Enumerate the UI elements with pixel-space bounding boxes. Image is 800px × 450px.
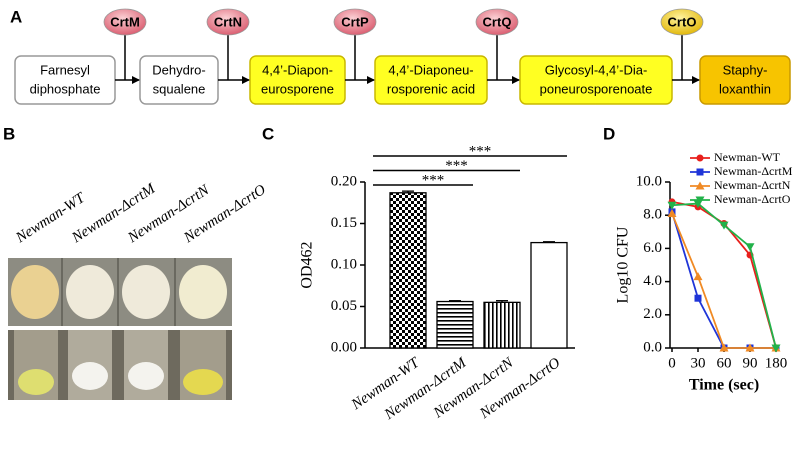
- node-label: Glycosyl-4,4’-Dia-: [545, 62, 648, 77]
- enzyme-label: CrtN: [214, 14, 242, 29]
- data-point: [693, 272, 703, 281]
- data-point: [694, 294, 702, 302]
- x-tick-label: 30: [691, 355, 706, 371]
- node-label: eurosporene: [261, 81, 334, 96]
- panel-label: C: [262, 124, 274, 143]
- x-tick-label: 180: [765, 355, 788, 371]
- y-tick-label: 0.00: [331, 339, 357, 355]
- data-point: [745, 343, 755, 352]
- enzyme-label: CrtO: [668, 14, 697, 29]
- node-label: diphosphate: [30, 81, 101, 96]
- legend-label: Newman-WT: [714, 150, 781, 164]
- legend-label: Newman-ΔcrtN: [714, 178, 791, 192]
- node-label: Dehydro-: [152, 62, 205, 77]
- y-tick-label: 2.0: [643, 306, 662, 322]
- y-axis-label: OD462: [299, 241, 316, 288]
- x-tick-label: 60: [717, 355, 732, 371]
- x-tick-label: 90: [743, 355, 758, 371]
- enzyme-label: CrtM: [110, 14, 140, 29]
- data-point: [667, 201, 677, 210]
- legend-label: Newman-ΔcrtO: [714, 192, 791, 206]
- y-tick-label: 0.15: [331, 215, 357, 231]
- node-label: loxanthin: [719, 81, 771, 96]
- photo-plates: [8, 258, 232, 400]
- node-label: rosporenic acid: [387, 81, 475, 96]
- bar: [483, 301, 521, 349]
- legend-marker: [695, 196, 705, 205]
- panel-label: A: [10, 7, 22, 26]
- significance-label: ***: [445, 158, 468, 174]
- x-tick-label: Newman-ΔcrtO: [476, 355, 563, 423]
- node-label: 4,4’-Diapon-: [262, 62, 333, 77]
- enzyme-label: CrtQ: [483, 14, 512, 29]
- legend-label: Newman-ΔcrtM: [714, 164, 793, 178]
- legend-marker: [696, 168, 704, 176]
- y-tick-label: 0.05: [331, 298, 357, 314]
- x-tick-label: Newman-ΔcrtM: [381, 354, 470, 423]
- node-label: Staphy-: [723, 62, 768, 77]
- bar: [389, 192, 427, 349]
- node-label: squalene: [153, 81, 206, 96]
- series-line: [671, 213, 776, 349]
- y-tick-label: 0.0: [643, 339, 662, 355]
- panel-label: B: [3, 124, 15, 143]
- pellet: [128, 362, 164, 390]
- data-point: [771, 344, 781, 353]
- legend-marker: [695, 181, 705, 190]
- pellet: [183, 369, 223, 395]
- enzyme-label: CrtP: [341, 14, 369, 29]
- y-tick-label: 8.0: [643, 207, 662, 223]
- data-point: [667, 209, 677, 218]
- pathway-node: [699, 55, 791, 105]
- colony: [179, 265, 227, 319]
- enzyme-oval: [206, 8, 250, 36]
- node-label: 4,4’-Diaponeu-: [388, 62, 473, 77]
- enzyme-oval: [103, 8, 147, 36]
- y-tick-label: 6.0: [643, 240, 662, 256]
- enzyme-oval: [660, 8, 704, 36]
- x-tick-label: Newman-ΔcrtN: [430, 354, 517, 422]
- bar: [436, 300, 474, 349]
- colony: [66, 265, 114, 319]
- pellet: [18, 369, 54, 395]
- node-label: poneurosporenoate: [540, 81, 653, 96]
- y-axis-label: Log10 CFU: [615, 226, 632, 303]
- y-tick-label: 0.10: [331, 256, 357, 272]
- enzyme-oval: [333, 8, 377, 36]
- significance-label: ***: [469, 143, 492, 159]
- data-point: [719, 221, 729, 230]
- x-axis-label: Time (sec): [689, 377, 759, 394]
- pellet: [72, 362, 108, 390]
- bar: [530, 241, 568, 349]
- x-tick-label: 0: [668, 355, 676, 371]
- node-label: Farnesyl: [40, 62, 90, 77]
- series-line: [671, 211, 776, 349]
- y-tick-label: 10.0: [636, 173, 662, 189]
- colony: [122, 265, 170, 319]
- colony: [11, 265, 59, 319]
- y-tick-label: 4.0: [643, 273, 662, 289]
- data-point: [719, 343, 729, 352]
- legend-marker: [696, 154, 704, 162]
- significance-label: ***: [422, 172, 445, 188]
- data-point: [745, 243, 755, 252]
- panel-label: D: [603, 124, 615, 143]
- y-tick-label: 0.20: [331, 173, 357, 189]
- enzyme-oval: [475, 8, 519, 36]
